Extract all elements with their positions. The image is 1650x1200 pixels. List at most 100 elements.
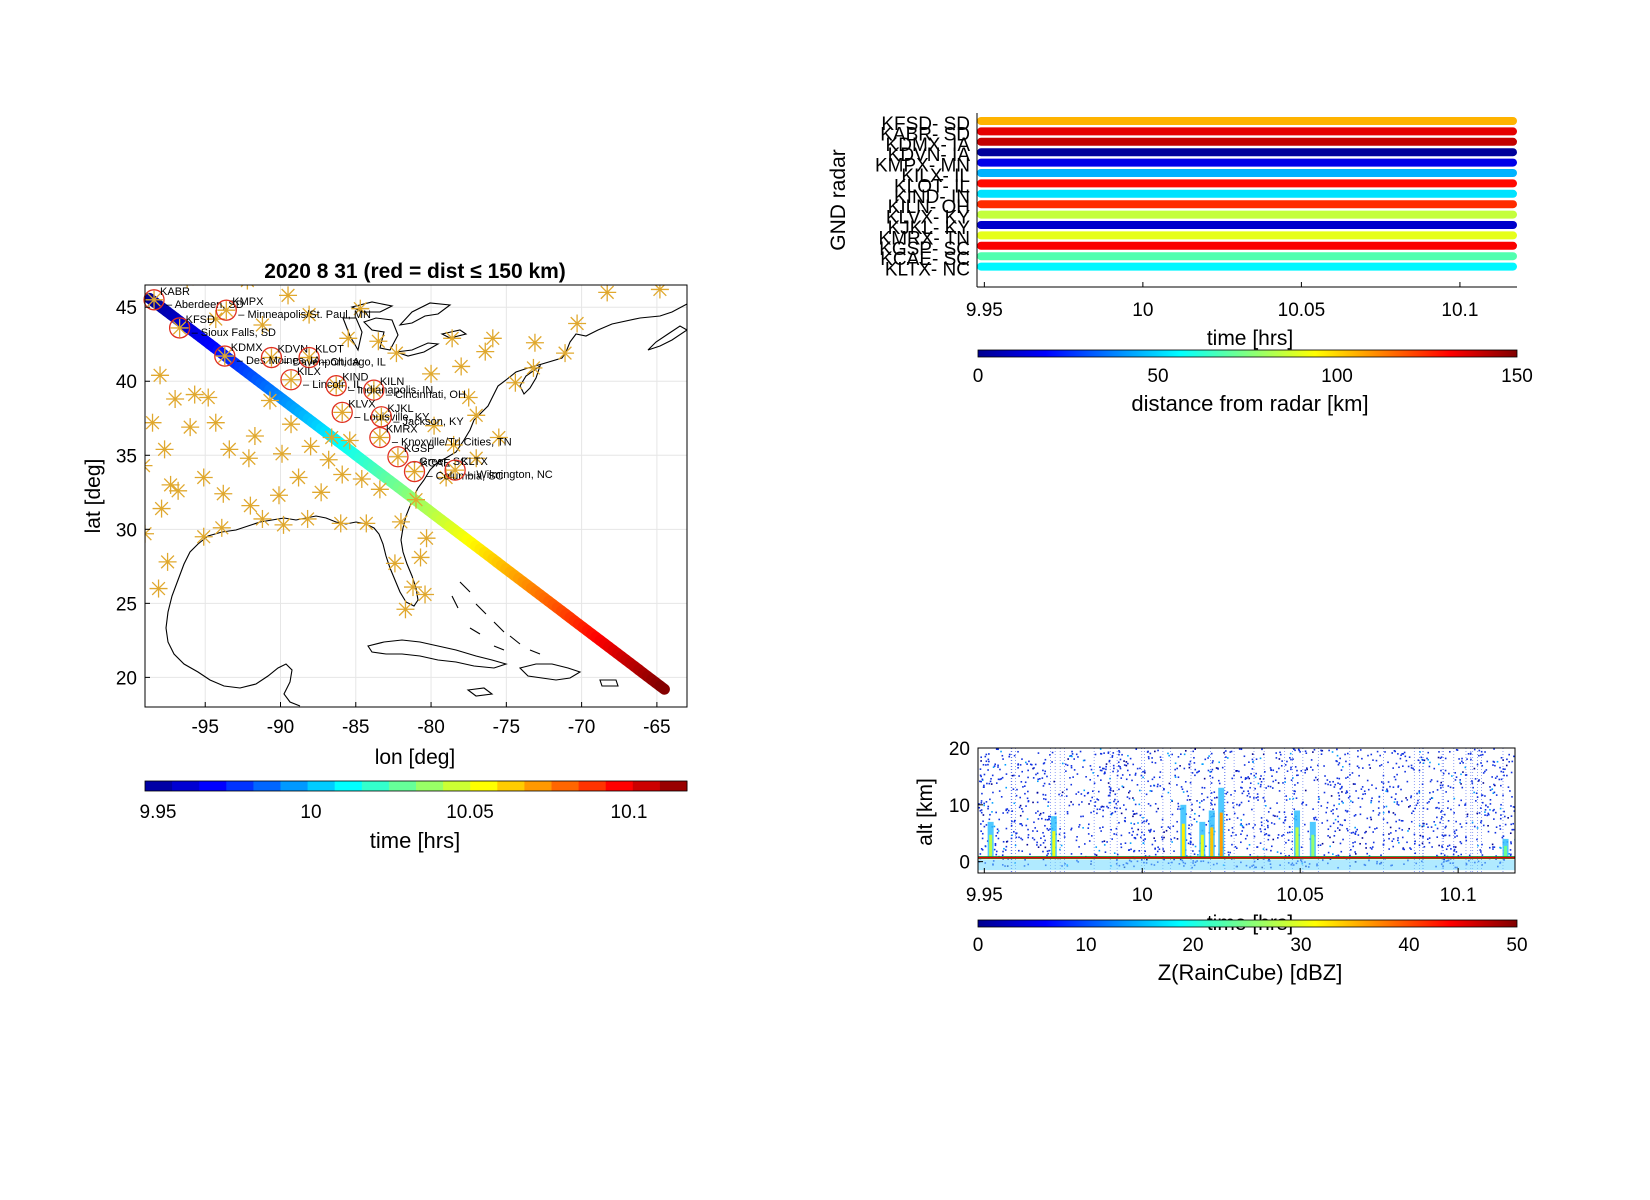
noise-speck [1174, 768, 1176, 771]
noise-speck [1279, 753, 1282, 756]
noise-speck [1508, 760, 1510, 763]
noise-speck [1134, 837, 1137, 840]
noise-speck [1207, 757, 1209, 759]
noise-speck [1225, 792, 1228, 795]
noise-speck [1122, 786, 1125, 789]
noise-speck [1025, 761, 1027, 764]
noise-speck [1070, 827, 1073, 830]
noise-speck [1135, 812, 1138, 815]
noise-speck [1241, 830, 1244, 832]
noise-speck [1282, 821, 1285, 824]
radar-star-stroke [255, 512, 270, 526]
noise-speck [1499, 846, 1501, 849]
radar-star-stroke [373, 430, 387, 445]
noise-speck [1240, 841, 1242, 844]
noise-speck [1184, 781, 1187, 783]
noise-speck [1371, 797, 1373, 800]
noise-speck [1512, 828, 1515, 831]
noise-speck [1401, 829, 1404, 831]
noise-speck [1264, 771, 1266, 773]
noise-speck [1161, 838, 1164, 841]
noise-speck [1108, 801, 1111, 804]
noise-speck [1319, 844, 1322, 846]
noise-speck [1126, 796, 1129, 798]
radar-star [158, 552, 177, 571]
time-colorbar-frame [144, 780, 688, 792]
noise-speck [1352, 783, 1355, 785]
noise-speck [1410, 848, 1412, 851]
radar-star-stroke [242, 451, 256, 466]
radar-star [425, 416, 444, 435]
time-cb-tick-2: 10.05 [446, 802, 494, 823]
noise-speck [1390, 832, 1392, 834]
radar-markers [145, 285, 669, 619]
noise-speck [1235, 834, 1237, 836]
noise-speck [1065, 770, 1067, 772]
noise-speck [995, 853, 998, 856]
noise-speck [1118, 753, 1120, 756]
noise-speck [1104, 772, 1106, 774]
noise-speck [1117, 765, 1120, 767]
noise-speck [1304, 750, 1307, 753]
noise-speck [1299, 751, 1301, 753]
noise-speck [1355, 830, 1357, 833]
noise-speck [1163, 836, 1165, 839]
noise-speck [1415, 804, 1418, 807]
noise-speck [1448, 834, 1451, 837]
noise-speck [1191, 803, 1193, 806]
noise-speck [1265, 848, 1268, 851]
distance-colorbar: 0 50 100 150 distance from radar [km] [973, 349, 1533, 416]
noise-speck [1002, 840, 1005, 843]
noise-speck [1342, 802, 1344, 804]
noise-speck [1213, 797, 1216, 799]
noise-speck [1120, 834, 1123, 837]
noise-speck [1495, 855, 1497, 857]
noise-speck [1465, 822, 1468, 825]
noise-speck [1139, 814, 1142, 817]
noise-speck [1428, 765, 1431, 768]
noise-speck [1345, 760, 1347, 763]
noise-speck [1460, 773, 1462, 776]
noise-speck [1027, 828, 1029, 831]
noise-speck [1283, 811, 1286, 814]
noise-speck [1018, 849, 1020, 852]
noise-speck [1048, 783, 1051, 785]
noise-speck [1248, 823, 1250, 825]
noise-speck [1335, 855, 1338, 857]
noise-speck [1382, 782, 1385, 785]
radar-star-nearby [170, 318, 189, 337]
noise-speck [1443, 854, 1446, 857]
noise-speck [1503, 774, 1505, 777]
radar-star [194, 468, 213, 487]
noise-speck [1498, 778, 1501, 781]
noise-speck [1037, 810, 1039, 813]
radar-star-stroke [367, 383, 381, 397]
noise-speck [984, 845, 987, 847]
noise-speck [1334, 818, 1337, 821]
noise-speck [1171, 753, 1174, 756]
noise-speck [1502, 835, 1505, 837]
noise-speck [1454, 772, 1457, 774]
noise-speck [1133, 823, 1136, 825]
noise-speck [1002, 812, 1004, 814]
radar-star-stroke [324, 430, 339, 445]
noise-speck [1118, 788, 1120, 791]
noise-speck [1344, 753, 1346, 756]
noise-speck [1398, 841, 1400, 844]
noise-speck [1047, 801, 1050, 803]
time-colorbar-block [605, 781, 634, 791]
noise-speck [1003, 847, 1005, 850]
noise-speck [1026, 818, 1029, 820]
radar-star-nearby [333, 403, 352, 422]
noise-speck [1061, 762, 1064, 765]
noise-speck [1439, 784, 1442, 787]
noise-speck [1361, 837, 1364, 839]
noise-speck [1044, 846, 1047, 849]
noise-speck [1089, 800, 1092, 802]
noise-speck [1161, 836, 1163, 839]
noise-speck [1340, 786, 1343, 789]
noise-speck [1492, 848, 1494, 850]
noise-speck [1511, 796, 1513, 798]
radar-star-stroke [335, 405, 350, 420]
noise-speck [992, 791, 994, 794]
